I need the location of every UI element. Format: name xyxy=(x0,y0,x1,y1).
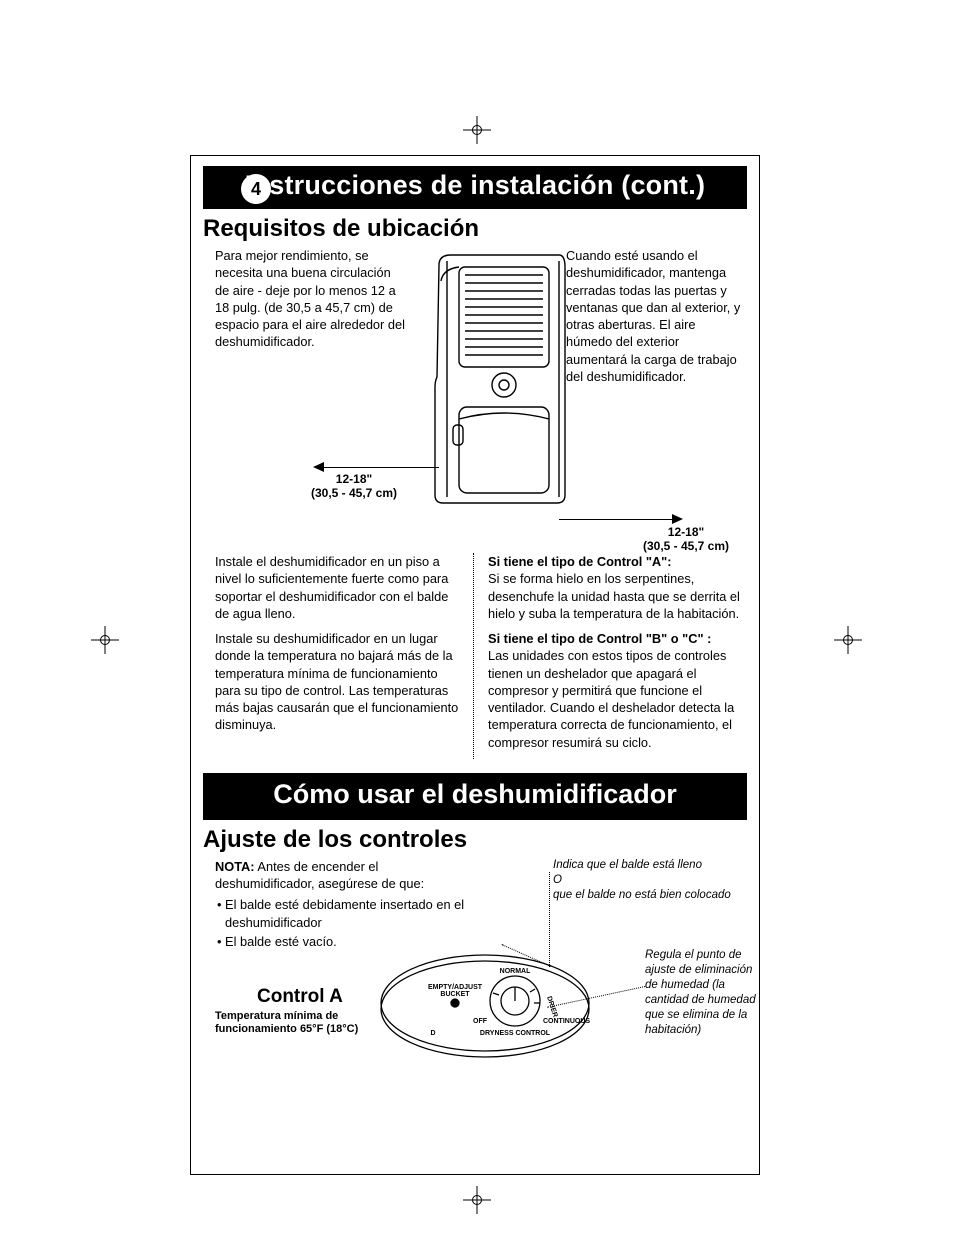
callout1-l1: Indica que el balde está lleno xyxy=(553,858,758,873)
banner2-title: Cómo usar el deshumidificador xyxy=(203,779,747,810)
dehumidifier-diagram xyxy=(409,247,584,512)
fig-right-para: Cuando esté usando el deshumidificador, … xyxy=(566,247,741,385)
arrow-right-line xyxy=(559,519,674,520)
crop-mark-right xyxy=(838,630,858,650)
panel-bottom-right: DRYNESS CONTROL xyxy=(480,1030,551,1037)
fig-left-para: Para mejor rendimiento, se necesita una … xyxy=(215,247,405,351)
mid-columns: Instale el deshumidificador en un piso a… xyxy=(215,553,741,759)
crop-mark-top xyxy=(467,120,487,140)
clearance-label-right: 12-18" (30,5 - 45,7 cm) xyxy=(621,525,751,553)
mid-right-p1: Si se forma hielo en los serpentines, de… xyxy=(488,571,740,621)
section-banner-install: 4 Instrucciones de instalación (cont.) xyxy=(203,166,747,209)
page-number-badge: 4 xyxy=(241,174,271,204)
mid-right-p2: Las unidades con estos tipos de controle… xyxy=(488,648,734,749)
panel-bucket-l1: EMPTY/ADJUST xyxy=(428,984,483,991)
arrow-left-head xyxy=(313,462,324,472)
clearance-r2: (30,5 - 45,7 cm) xyxy=(621,539,751,553)
section-banner-usage: Cómo usar el deshumidificador xyxy=(203,773,747,820)
clearance-l1: 12-18" xyxy=(289,472,419,486)
section1-heading: Requisitos de ubicación xyxy=(203,215,747,243)
panel-bucket-l2: BUCKET xyxy=(440,991,470,998)
panel-dial-left: OFF xyxy=(473,1018,488,1025)
callout1-leader-a xyxy=(549,872,550,967)
mid-right-h2: Si tiene el tipo de Control "B" o "C" : xyxy=(488,631,711,646)
arrow-right-head xyxy=(672,514,683,524)
banner1-title: Instrucciones de instalación (cont.) xyxy=(203,170,747,201)
temp-min-label: Temperatura mínima de funcionamiento 65°… xyxy=(215,1010,375,1036)
callout-bucket-indicator: Indica que el balde está lleno O que el … xyxy=(553,858,758,903)
controls-figure: NOTA: Antes de encender el deshumidifica… xyxy=(215,858,741,1083)
callout1-l2: O xyxy=(553,873,758,888)
clearance-label-left: 12-18" (30,5 - 45,7 cm) xyxy=(289,472,419,500)
mid-left-p2: Instale su deshumidificador en un lugar … xyxy=(215,630,459,734)
arrow-left-line xyxy=(324,467,439,468)
note-bullet1: • El balde esté debidamente insertado en… xyxy=(215,896,465,931)
mid-left-col: Instale el deshumidificador en un piso a… xyxy=(215,553,473,759)
page-number: 4 xyxy=(251,179,261,200)
clearance-figure: Para mejor rendimiento, se necesita una … xyxy=(209,247,741,547)
clearance-l2: (30,5 - 45,7 cm) xyxy=(289,486,419,500)
mid-right-col: Si tiene el tipo de Control "A": Si se f… xyxy=(473,553,741,759)
mid-right-h1: Si tiene el tipo de Control "A": xyxy=(488,554,671,569)
panel-dial-top: NORMAL xyxy=(500,968,531,975)
panel-bottom-left: D xyxy=(430,1030,435,1037)
control-a-label: Control A xyxy=(257,986,343,1008)
callout1-l3: que el balde no está bien colocado xyxy=(553,888,758,903)
clearance-r1: 12-18" xyxy=(621,525,751,539)
section2-heading: Ajuste de los controles xyxy=(203,826,747,854)
panel-dial-right: CONTINUOUS xyxy=(543,1018,590,1025)
callout-dryness-dial: Regula el punto de ajuste de eliminación… xyxy=(645,948,765,1038)
crop-mark-left xyxy=(95,630,115,650)
page-frame: 4 Instrucciones de instalación (cont.) R… xyxy=(190,155,760,1175)
note-block: NOTA: Antes de encender el deshumidifica… xyxy=(215,858,465,952)
crop-mark-bottom xyxy=(467,1190,487,1210)
note-label: NOTA: xyxy=(215,859,255,874)
mid-left-p1: Instale el deshumidificador en un piso a… xyxy=(215,553,459,622)
